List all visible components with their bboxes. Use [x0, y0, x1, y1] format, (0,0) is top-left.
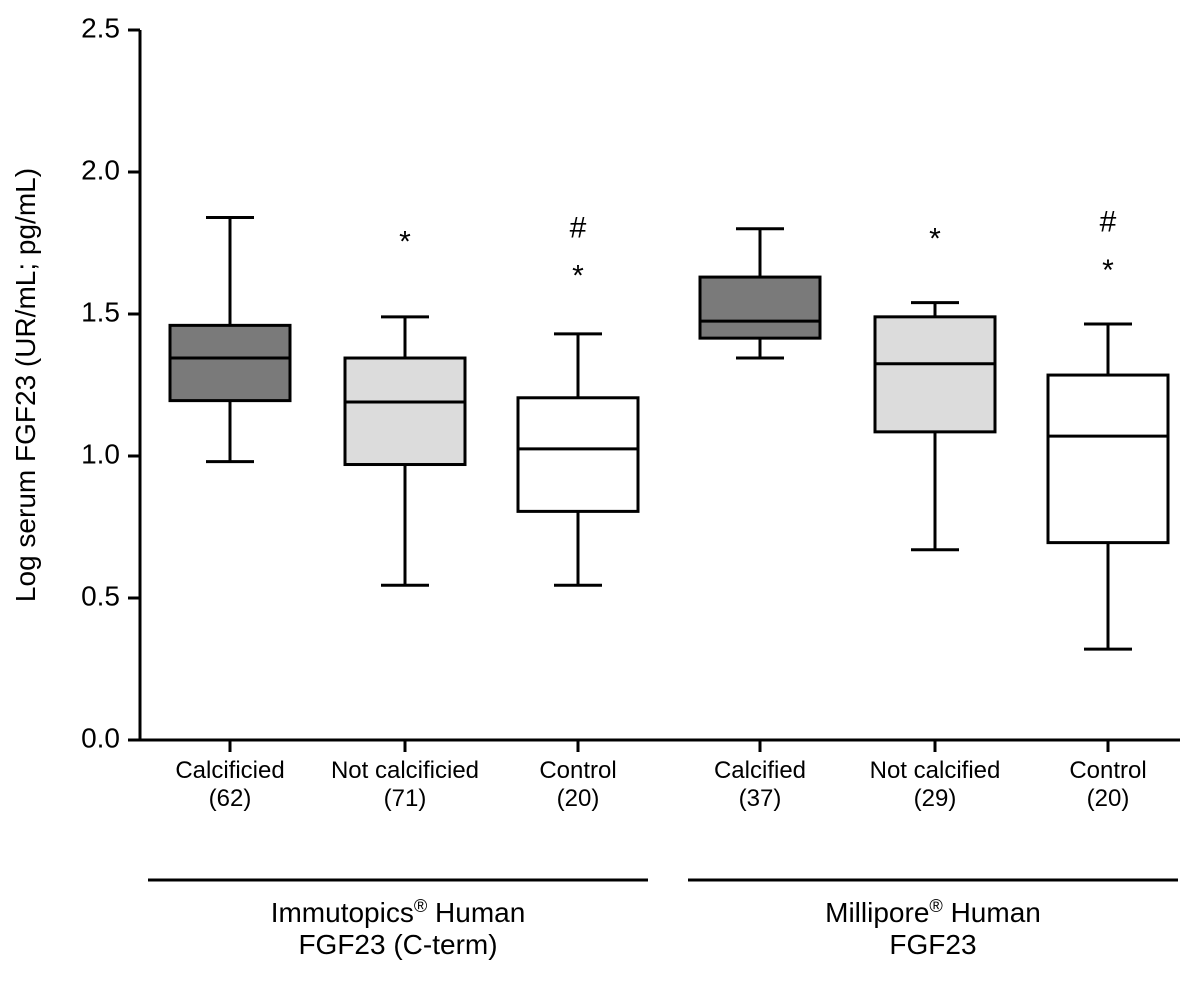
box: [875, 303, 995, 550]
x-tick-label: Control: [1069, 757, 1146, 784]
box: [700, 229, 820, 358]
y-tick-label: 1.5: [81, 296, 120, 327]
group-label: Millipore® Human: [825, 896, 1041, 928]
sig-marker: *: [572, 260, 584, 293]
y-tick-label: 1.0: [81, 438, 120, 469]
x-tick-count: (20): [1087, 785, 1130, 812]
x-tick-count: (37): [739, 785, 782, 812]
x-tick-count: (71): [384, 785, 427, 812]
box: [170, 217, 290, 461]
x-tick-label: Calcificied: [175, 757, 284, 784]
sig-marker: *: [1102, 254, 1114, 287]
box: [1048, 324, 1168, 649]
box: [345, 317, 465, 585]
sig-marker: *: [929, 223, 941, 256]
x-tick-count: (20): [557, 785, 600, 812]
y-tick-label: 2.0: [81, 154, 120, 185]
boxplot-chart: 0.0 0.5 1.0 1.5 2.0 2.5 Log serum FGF23 (UR/mL…: [0, 0, 1200, 984]
group-label: Immutopics® Human: [271, 896, 526, 928]
x-tick-label: Calcified: [714, 757, 806, 784]
sig-marker: #: [570, 211, 587, 244]
x-tick-count: (62): [209, 785, 252, 812]
x-tick-count: (29): [914, 785, 957, 812]
y-tick-label: 2.5: [81, 12, 120, 43]
group-label-2: FGF23: [889, 929, 976, 960]
y-tick-label: 0.0: [81, 722, 120, 753]
y-axis-label: Log serum FGF23 (UR/mL; pg/mL): [10, 168, 41, 602]
sig-marker: *: [399, 226, 411, 259]
box: [518, 334, 638, 585]
x-tick-label: Not calcified: [870, 757, 1001, 784]
y-tick-label: 0.5: [81, 580, 120, 611]
x-tick-label: Control: [539, 757, 616, 784]
group-label-2: FGF23 (C-term): [298, 929, 497, 960]
sig-marker: #: [1100, 206, 1117, 239]
x-tick-label: Not calcificied: [331, 757, 479, 784]
